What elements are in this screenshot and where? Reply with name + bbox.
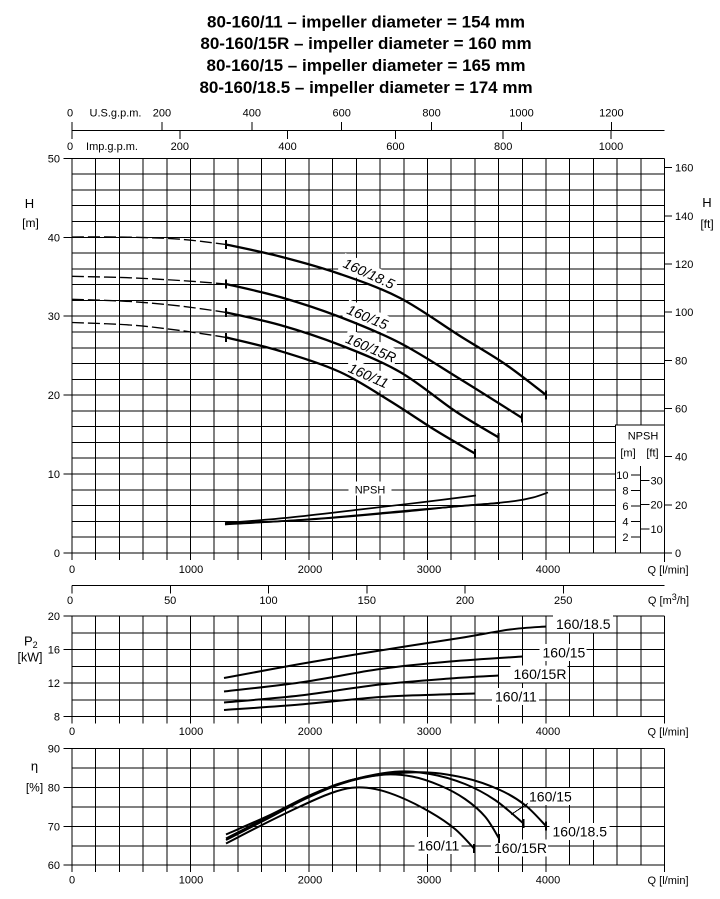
svg-text:800: 800 <box>494 141 512 153</box>
svg-text:30: 30 <box>651 476 663 488</box>
svg-text:50: 50 <box>48 153 60 165</box>
svg-text:40: 40 <box>675 452 687 464</box>
svg-text:250: 250 <box>554 595 572 607</box>
svg-text:50: 50 <box>164 595 176 607</box>
svg-text:[ft]: [ft] <box>700 217 713 231</box>
svg-text:20: 20 <box>651 500 663 512</box>
svg-text:[%]: [%] <box>26 781 43 795</box>
svg-text:90: 90 <box>48 744 60 756</box>
svg-text:2000: 2000 <box>298 726 322 738</box>
svg-text:3000: 3000 <box>417 726 441 738</box>
svg-text:160/11: 160/11 <box>418 838 460 854</box>
svg-text:160/11: 160/11 <box>495 689 537 705</box>
svg-text:2000: 2000 <box>298 875 322 887</box>
svg-text:4000: 4000 <box>536 564 560 576</box>
svg-text:60: 60 <box>675 403 687 415</box>
svg-text:8: 8 <box>54 712 60 724</box>
svg-text:160/18.5: 160/18.5 <box>553 824 608 840</box>
svg-text:6: 6 <box>622 501 628 513</box>
svg-text:0: 0 <box>67 108 73 120</box>
svg-text:0: 0 <box>69 726 75 738</box>
svg-text:0: 0 <box>67 141 73 153</box>
svg-text:200: 200 <box>153 108 171 120</box>
svg-text:10: 10 <box>616 470 628 482</box>
svg-text:Q [m3/h]: Q [m3/h] <box>648 592 689 607</box>
svg-text:400: 400 <box>243 108 261 120</box>
svg-text:160/18.5: 160/18.5 <box>556 616 611 632</box>
svg-text:600: 600 <box>333 108 351 120</box>
svg-text:0: 0 <box>675 548 681 560</box>
svg-text:140: 140 <box>675 211 693 223</box>
svg-text:200: 200 <box>456 595 474 607</box>
svg-text:10: 10 <box>48 469 60 481</box>
svg-text:70: 70 <box>48 821 60 833</box>
svg-text:600: 600 <box>386 141 404 153</box>
svg-text:NPSH: NPSH <box>628 431 659 443</box>
svg-text:8: 8 <box>622 486 628 498</box>
svg-text:4000: 4000 <box>536 726 560 738</box>
svg-text:80-160/11 – impeller diameter: 80-160/11 – impeller diameter = 154 mm <box>207 12 525 31</box>
svg-text:Q [l/min]: Q [l/min] <box>648 726 689 738</box>
svg-text:16: 16 <box>48 645 60 657</box>
svg-text:10: 10 <box>651 524 663 536</box>
svg-text:400: 400 <box>278 141 296 153</box>
svg-text:2: 2 <box>622 532 628 544</box>
svg-text:U.S.g.p.m.: U.S.g.p.m. <box>90 108 142 120</box>
svg-text:NPSH: NPSH <box>355 485 386 497</box>
svg-text:H: H <box>25 196 34 211</box>
svg-text:[m]: [m] <box>22 216 39 230</box>
svg-text:80-160/15 – impeller diameter: 80-160/15 – impeller diameter = 165 mm <box>207 56 526 75</box>
svg-text:[kW]: [kW] <box>18 651 43 665</box>
svg-text:1000: 1000 <box>599 141 623 153</box>
svg-text:3000: 3000 <box>417 564 441 576</box>
svg-text:150: 150 <box>358 595 376 607</box>
svg-text:80: 80 <box>48 782 60 794</box>
svg-text:4: 4 <box>622 517 628 529</box>
svg-text:[m]: [m] <box>620 448 635 460</box>
svg-text:2000: 2000 <box>298 564 322 576</box>
svg-text:0: 0 <box>69 875 75 887</box>
svg-text:H: H <box>702 195 711 210</box>
svg-text:1000: 1000 <box>179 726 203 738</box>
svg-text:Q [l/min]: Q [l/min] <box>648 565 689 577</box>
svg-text:100: 100 <box>675 307 693 319</box>
svg-text:160/15R: 160/15R <box>514 666 567 682</box>
svg-text:160/15: 160/15 <box>543 645 586 661</box>
svg-text:0: 0 <box>54 548 60 560</box>
svg-text:1200: 1200 <box>599 108 623 120</box>
svg-text:160/15R: 160/15R <box>494 840 547 856</box>
svg-text:160: 160 <box>675 163 693 175</box>
svg-text:1000: 1000 <box>509 108 533 120</box>
svg-text:200: 200 <box>171 141 189 153</box>
svg-text:0: 0 <box>67 595 73 607</box>
svg-text:120: 120 <box>675 259 693 271</box>
svg-text:160/15: 160/15 <box>529 789 572 805</box>
svg-text:80: 80 <box>675 355 687 367</box>
svg-text:12: 12 <box>48 678 60 690</box>
svg-text:4000: 4000 <box>536 875 560 887</box>
svg-text:30: 30 <box>48 311 60 323</box>
svg-text:20: 20 <box>675 500 687 512</box>
svg-text:0: 0 <box>69 564 75 576</box>
svg-text:Q [l/min]: Q [l/min] <box>648 875 689 887</box>
svg-text:80-160/15R – impeller diameter: 80-160/15R – impeller diameter = 160 mm <box>200 34 531 53</box>
svg-text:1000: 1000 <box>179 875 203 887</box>
svg-text:20: 20 <box>48 390 60 402</box>
svg-text:Imp.g.p.m.: Imp.g.p.m. <box>86 141 138 153</box>
svg-text:60: 60 <box>48 860 60 872</box>
svg-text:3000: 3000 <box>417 875 441 887</box>
svg-text:800: 800 <box>422 108 440 120</box>
svg-text:80-160/18.5 – impeller diamete: 80-160/18.5 – impeller diameter = 174 mm <box>199 78 532 97</box>
svg-text:1000: 1000 <box>179 564 203 576</box>
svg-text:40: 40 <box>48 232 60 244</box>
svg-text:20: 20 <box>48 611 60 623</box>
svg-text:100: 100 <box>259 595 277 607</box>
svg-text:η: η <box>31 759 38 774</box>
svg-text:[ft]: [ft] <box>646 448 658 460</box>
